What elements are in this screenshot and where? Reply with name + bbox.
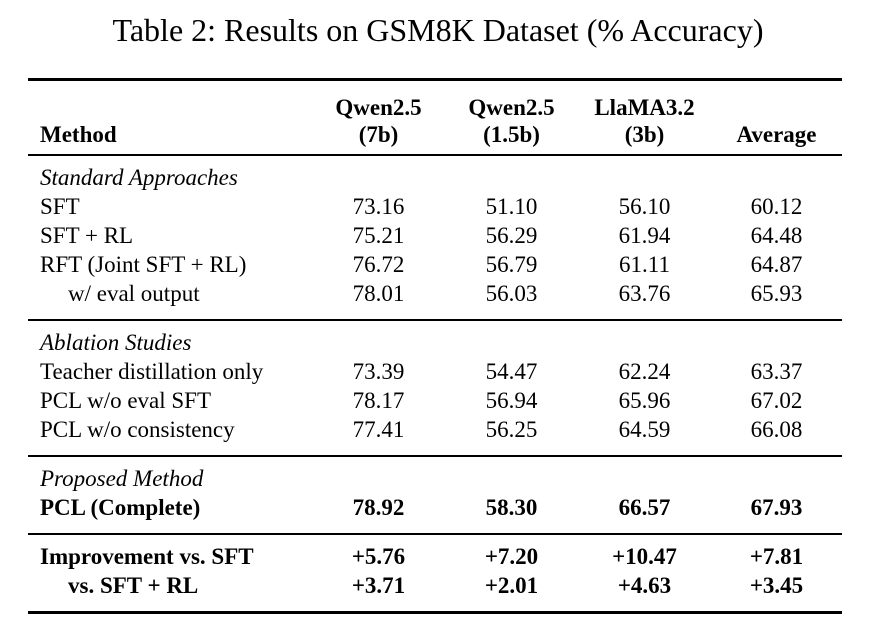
method-cell: PCL (Complete) [40,495,201,520]
value-cell: 78.92 [352,495,405,520]
table-row: RFT (Joint SFT + RL) 76.72 56.79 61.11 64.87 [28,250,842,279]
table-row: Teacher distillation only 73.39 54.47 62.24… [28,357,842,386]
value-cell: 66.08 [750,417,803,442]
value-cell: 61.11 [619,252,670,277]
table-section: Improvement vs. SFT +5.76 +7.20 +10.47 +7.81… [28,534,842,613]
value-cell: 65.96 [618,388,671,413]
value-cell: 54.47 [485,359,538,384]
column-header-method: Method [28,80,312,156]
column-header-label: Qwen2.5 [468,95,555,120]
table-row: SFT 73.16 51.10 56.10 60.12 [28,192,842,221]
section-header-label: Proposed Method [40,466,204,491]
value-cell: 56.94 [485,388,538,413]
value-cell: 63.37 [750,359,803,384]
value-cell: 67.93 [750,495,803,520]
table-row: w/ eval output 78.01 56.03 63.76 65.93 [28,279,842,320]
table-section: Standard Approaches SFT 73.16 51.10 56.10 60.… [28,155,842,320]
value-cell: 60.12 [750,194,803,219]
method-cell: PCL w/o eval SFT [40,388,212,413]
value-cell: 77.41 [352,417,405,442]
value-cell: 73.39 [352,359,405,384]
table-section: Ablation Studies Teacher distillation onl… [28,320,842,456]
column-header-sublabel: (7b) [358,122,399,147]
section-header-label: Ablation Studies [40,330,192,355]
column-header-label: LlaMA3.2 [594,95,695,120]
value-cell: 64.87 [750,252,803,277]
value-cell: +3.71 [351,573,406,598]
value-cell: 58.30 [485,495,538,520]
method-cell: vs. SFT + RL [68,573,199,598]
value-cell: +3.45 [749,573,804,598]
value-cell: 67.02 [750,388,803,413]
value-cell: 78.17 [352,388,405,413]
section-header-row: Proposed Method [28,456,842,493]
value-cell: 64.59 [618,417,671,442]
value-cell: 56.25 [485,417,538,442]
value-cell: +5.76 [351,544,406,569]
value-cell: 64.48 [750,223,803,248]
value-cell: 73.16 [352,194,405,219]
table-row: PCL w/o eval SFT 78.17 56.94 65.96 67.02 [28,386,842,415]
value-cell: 62.24 [618,359,671,384]
value-cell: 61.94 [618,223,671,248]
table-section: Proposed Method PCL (Complete) 78.92 58.30 6… [28,456,842,534]
value-cell: +7.20 [484,544,539,569]
method-cell: Improvement vs. SFT [40,544,254,569]
column-header-qwen25-15b: Qwen2.5 (1.5b) [445,80,578,156]
table-row: vs. SFT + RL +3.71 +2.01 +4.63 +3.45 [28,571,842,613]
table-row: Improvement vs. SFT +5.76 +7.20 +10.47 +7.81 [28,534,842,571]
column-header-sublabel: (3b) [624,122,665,147]
method-cell: Teacher distillation only [40,359,264,384]
method-cell: RFT (Joint SFT + RL) [40,252,247,277]
value-cell: 63.76 [618,281,671,306]
value-cell: 56.03 [485,281,538,306]
column-header-average: Average [711,80,842,156]
value-cell: 56.79 [485,252,538,277]
table-row: PCL w/o consistency 77.41 56.25 64.59 66.08 [28,415,842,456]
column-header-qwen25-7b: Qwen2.5 (7b) [312,80,445,156]
section-header-row: Standard Approaches [28,155,842,192]
value-cell: 51.10 [485,194,538,219]
column-header-sublabel: (1.5b) [483,122,540,147]
method-cell: PCL w/o consistency [40,417,235,442]
value-cell: +2.01 [484,573,539,598]
table-header: Method Qwen2.5 (7b) Qwen2.5 (1.5b) LlaMA… [28,80,842,156]
table-row: PCL (Complete) 78.92 58.30 66.57 67.93 [28,493,842,534]
header-row: Method Qwen2.5 (7b) Qwen2.5 (1.5b) LlaMA… [28,80,842,156]
value-cell: +7.81 [749,544,804,569]
method-cell: w/ eval output [68,281,200,306]
section-header-row: Ablation Studies [28,320,842,357]
table-caption: Table 2: Results on GSM8K Dataset (% Acc… [112,12,764,48]
value-cell: 56.10 [618,194,671,219]
value-cell: +10.47 [612,544,677,569]
method-cell: SFT + RL [40,223,134,248]
value-cell: 65.93 [750,281,803,306]
value-cell: +4.63 [617,573,672,598]
column-header-label: Method [40,122,117,147]
column-header-label: Qwen2.5 [335,95,422,120]
value-cell: 66.57 [618,495,671,520]
section-header-label: Standard Approaches [40,165,238,190]
table-row: SFT + RL 75.21 56.29 61.94 64.48 [28,221,842,250]
value-cell: 78.01 [352,281,405,306]
results-table: Method Qwen2.5 (7b) Qwen2.5 (1.5b) LlaMA… [28,78,842,614]
method-cell: SFT [40,194,80,219]
column-header-llama32-3b: LlaMA3.2 (3b) [578,80,711,156]
value-cell: 56.29 [485,223,538,248]
column-header-label: Average [736,122,817,147]
value-cell: 76.72 [352,252,405,277]
value-cell: 75.21 [352,223,405,248]
